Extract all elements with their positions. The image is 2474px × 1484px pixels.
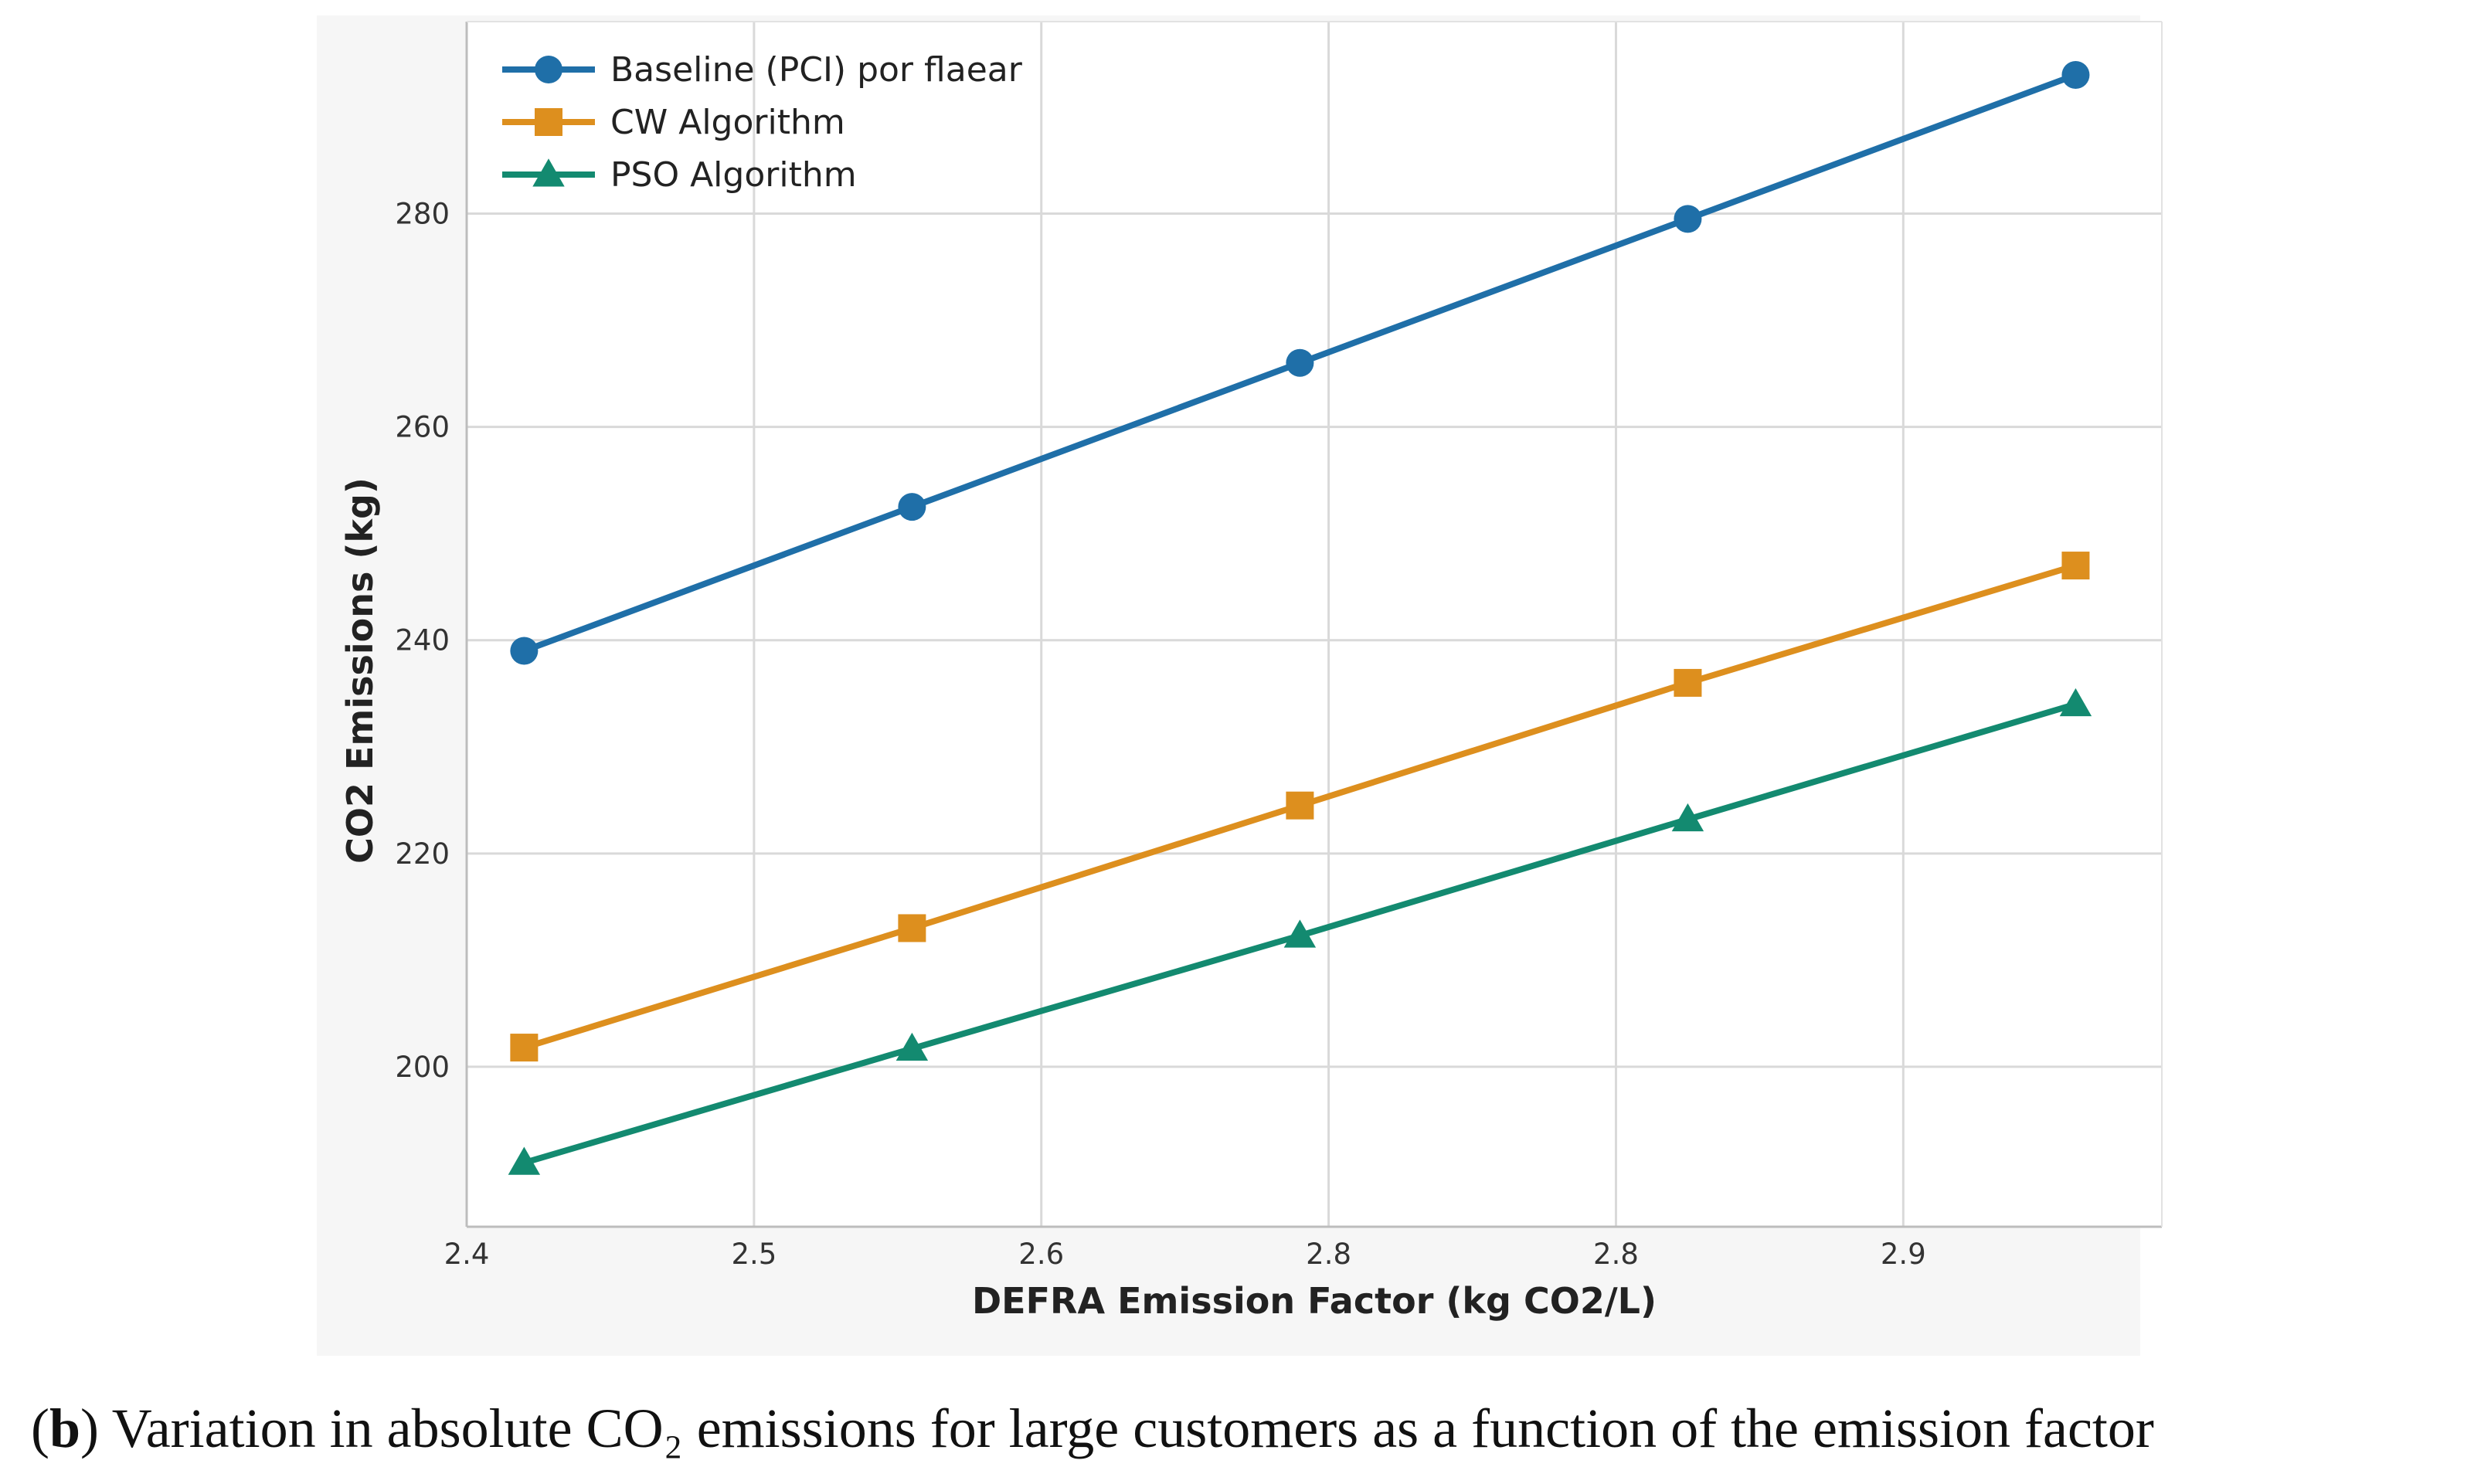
caption-open-paren: (	[31, 1397, 49, 1459]
data-point-square	[1674, 668, 1702, 697]
x-tick-label: 2.8	[1306, 1238, 1351, 1271]
data-point-square	[1286, 791, 1314, 820]
data-point-square	[535, 108, 562, 136]
legend-label: Baseline (PCI) por flaear	[610, 50, 1023, 90]
data-point-triangle	[1671, 803, 1704, 832]
data-point-circle	[2061, 61, 2090, 90]
data-point-circle	[510, 637, 539, 665]
data-point-circle	[1674, 205, 1702, 233]
axes	[465, 21, 2163, 1228]
data-point-triangle	[1283, 919, 1317, 948]
x-tick-label: 2.4	[444, 1238, 490, 1271]
data-point-triangle	[2059, 688, 2092, 717]
data-point-triangle	[532, 158, 565, 187]
y-tick-label: 260	[395, 411, 450, 444]
legend-label: PSO Algorithm	[610, 155, 857, 195]
y-tick-label: 280	[395, 197, 450, 230]
data-point-circle	[535, 56, 562, 83]
data-series	[508, 61, 2092, 1175]
plot-area	[467, 22, 2162, 1227]
y-tick-label: 240	[395, 624, 450, 657]
legend: Baseline (PCI) por flaear CW Algorithm PSO…	[502, 50, 1023, 195]
line-chart: 2.4 2.5 2.6 2.8 2.8 2.9 200 220 240 260 280 Baseli…	[339, 21, 2163, 1322]
data-point-circle	[898, 493, 926, 521]
tick-labels: 2.4 2.5 2.6 2.8 2.8 2.9 200 220 240 260 280	[395, 197, 1925, 1271]
caption-text: ) Variation in absolute CO₂ emissions fo…	[80, 1397, 2154, 1459]
legend-item: Baseline (PCI) por flaear	[502, 50, 1023, 90]
x-axis-label: DEFRA Emission Factor (kg CO2/L)	[972, 1280, 1657, 1322]
legend-item: CW Algorithm	[502, 103, 845, 142]
data-point-square	[898, 914, 926, 942]
x-tick-label: 2.6	[1018, 1238, 1064, 1271]
x-tick-label: 2.8	[1593, 1238, 1639, 1271]
caption-label: b	[49, 1397, 81, 1459]
data-point-circle	[1286, 348, 1314, 377]
series-baseline-pci-por-flaear	[510, 61, 2090, 665]
legend-label: CW Algorithm	[610, 103, 845, 142]
grid-lines	[465, 22, 2162, 1227]
series-cw-algorithm	[510, 552, 2090, 1062]
data-point-triangle	[895, 1032, 929, 1061]
legend-item: PSO Algorithm	[502, 155, 857, 195]
series-pso-algorithm	[508, 688, 2092, 1175]
data-point-square	[2061, 552, 2090, 580]
y-tick-label: 200	[395, 1051, 450, 1084]
data-point-triangle	[508, 1146, 541, 1175]
x-tick-label: 2.9	[1881, 1238, 1926, 1271]
y-axis-label: CO2 Emissions (kg)	[339, 477, 381, 864]
x-tick-label: 2.5	[731, 1238, 777, 1271]
figure-caption: (b) Variation in absolute CO₂ emissions …	[31, 1397, 2465, 1461]
data-point-square	[510, 1034, 539, 1062]
y-tick-label: 220	[395, 837, 450, 871]
